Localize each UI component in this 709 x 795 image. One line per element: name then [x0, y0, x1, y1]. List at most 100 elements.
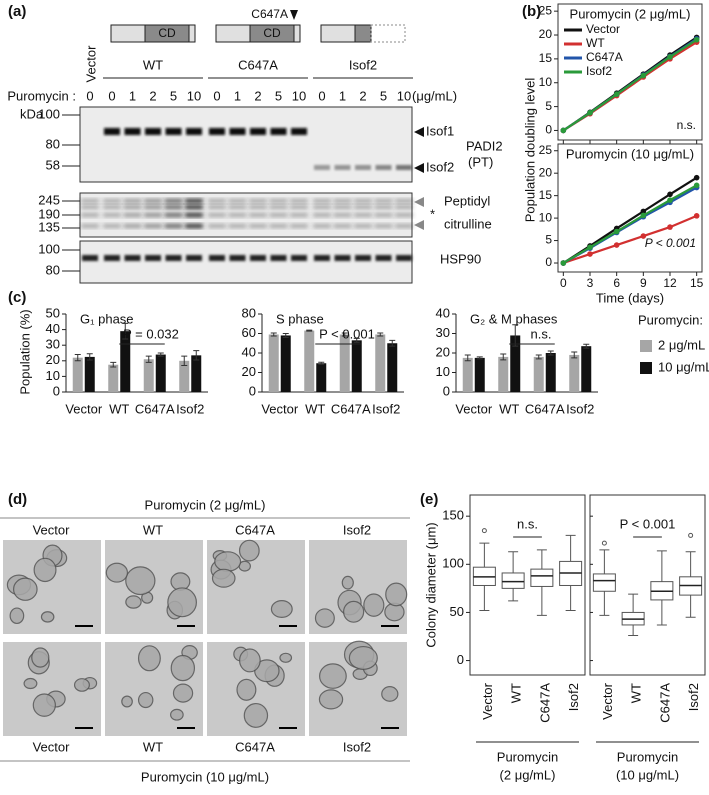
y-tick-label: 60: [242, 325, 256, 340]
whisker-low: [565, 585, 576, 612]
legend-swatch: [640, 340, 652, 352]
bar: [191, 355, 202, 392]
data-point: [667, 197, 673, 203]
annotation: n.s.: [677, 118, 696, 132]
data-point: [693, 174, 700, 181]
bar: [351, 340, 362, 392]
mutation-label: C647A: [251, 7, 288, 21]
x-axis-label: Time (days): [596, 290, 664, 305]
domain-label: CD: [158, 26, 176, 40]
error-bar: [282, 333, 289, 338]
data-point: [693, 182, 700, 189]
band: [270, 255, 287, 261]
whisker-low: [508, 588, 519, 602]
bar: [498, 356, 509, 392]
x-tick-label: Isof2: [686, 683, 701, 711]
y-axis-label: Population doubling level: [522, 78, 537, 223]
plot-frame: [557, 143, 703, 273]
x-tick-label: Isof2: [566, 683, 581, 711]
y-tick-label: 10: [436, 364, 450, 379]
band: [82, 255, 98, 261]
band: [334, 165, 351, 170]
plot-frame: [589, 494, 706, 676]
bar: [143, 359, 154, 392]
band-arrow: [414, 197, 424, 207]
dose-label: 0: [86, 88, 93, 103]
band: [124, 255, 141, 261]
band: [81, 199, 99, 203]
band: [375, 165, 392, 170]
band: [228, 213, 247, 217]
x-tick-label: 15: [690, 276, 704, 290]
column-label: Vector: [33, 522, 71, 537]
panel-label: (a): [8, 3, 26, 20]
band: [355, 255, 371, 261]
band: [185, 199, 203, 203]
data-point: [560, 127, 567, 134]
error-bar: [110, 361, 117, 368]
domain-label: CD: [263, 26, 281, 40]
band: [81, 213, 99, 217]
whisker-high: [656, 550, 667, 582]
annotation: P = 0.032: [123, 326, 179, 341]
band: [249, 199, 267, 203]
dose-label: 5: [170, 88, 177, 103]
band: [144, 205, 162, 209]
cell-colony: [239, 648, 261, 673]
cell-colony: [343, 600, 365, 623]
marker-label: 135: [38, 219, 60, 234]
band-arrow: [414, 220, 424, 230]
x-tick-label: Isof2: [566, 401, 594, 416]
chart-title: Puromycin (2 μg/mL): [570, 6, 691, 21]
cell-colony: [341, 575, 354, 590]
series-line: [562, 214, 698, 265]
cell-colony: [385, 582, 408, 607]
x-tick-label: Vector: [455, 401, 493, 416]
band: [354, 224, 372, 228]
whisker-high: [565, 534, 576, 562]
dose-label: 5: [380, 88, 387, 103]
construct-region: [215, 24, 251, 43]
y-tick-label: 0: [545, 123, 552, 137]
y-tick-label: 25: [539, 143, 553, 157]
legend-swatch: [640, 362, 652, 374]
error-bar: [464, 354, 471, 362]
cell-colony: [32, 693, 56, 717]
whisker-low: [536, 586, 547, 616]
bar: [304, 330, 315, 392]
band: [164, 205, 183, 209]
y-tick-label: 20: [242, 364, 256, 379]
cell-colony: [137, 691, 154, 709]
cell-colony: [170, 654, 196, 682]
band: [354, 205, 372, 209]
micrograph-header: Puromycin (10 μg/mL): [141, 769, 269, 784]
marker-label: 190: [38, 206, 60, 221]
data-point: [587, 244, 593, 251]
band-label: HSP90: [440, 251, 481, 266]
x-tick-label: Isof2: [176, 401, 204, 416]
cell-colony: [31, 647, 50, 668]
column-label: WT: [143, 739, 163, 754]
band: [228, 205, 247, 209]
y-tick-label: 100: [442, 556, 464, 571]
bar: [545, 353, 556, 392]
band: [104, 128, 120, 135]
band-arrow: [414, 163, 424, 173]
column-label: Isof2: [343, 739, 371, 754]
band: [123, 213, 142, 217]
bar: [72, 357, 83, 392]
vector-label: Vector: [83, 45, 98, 83]
band: [375, 255, 392, 261]
error-bar: [377, 332, 384, 337]
band: [354, 199, 372, 203]
error-bar: [122, 322, 129, 340]
y-tick-label: 80: [242, 305, 256, 320]
panel-label: (c): [8, 289, 26, 306]
band: [374, 205, 393, 209]
x-tick-label: WT: [509, 683, 524, 703]
error-bar: [74, 354, 81, 362]
bar: [462, 357, 473, 392]
cell-colony: [73, 678, 90, 692]
band: [250, 128, 266, 135]
